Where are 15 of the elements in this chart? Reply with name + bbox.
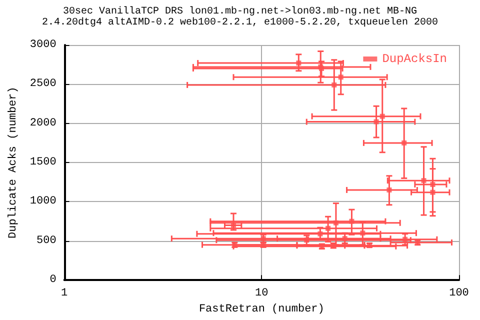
y-tick-label: 2500 [30,78,56,90]
y-tick-label: 0 [50,274,56,286]
y-tick-label: 1000 [30,196,56,208]
chart-subtitle: 2.4.20dtg4 altAIMD-0.2 web100-2.2.1, e1000-5.2.20, txqueuelen 2000 [42,16,438,28]
legend-label: DupAcksIn [382,52,447,66]
x-tick-label: 1 [61,288,68,300]
y-tick-label: 500 [36,234,56,247]
x-tick-label: 100 [449,288,469,300]
y-tick-label: 1500 [30,156,56,169]
y-axis-title: Duplicate Acks (number) [8,86,20,238]
x-tick-label: 10 [255,288,268,300]
x-axis-title: FastRetran (number) [198,304,324,316]
chart-title: 30sec VanillaTCP DRS lon01.mb-ng.net->lon03.mb-ng.net MB-NG [62,6,418,18]
y-tick-label: 3000 [30,39,56,51]
y-tick-label: 2000 [30,117,56,130]
